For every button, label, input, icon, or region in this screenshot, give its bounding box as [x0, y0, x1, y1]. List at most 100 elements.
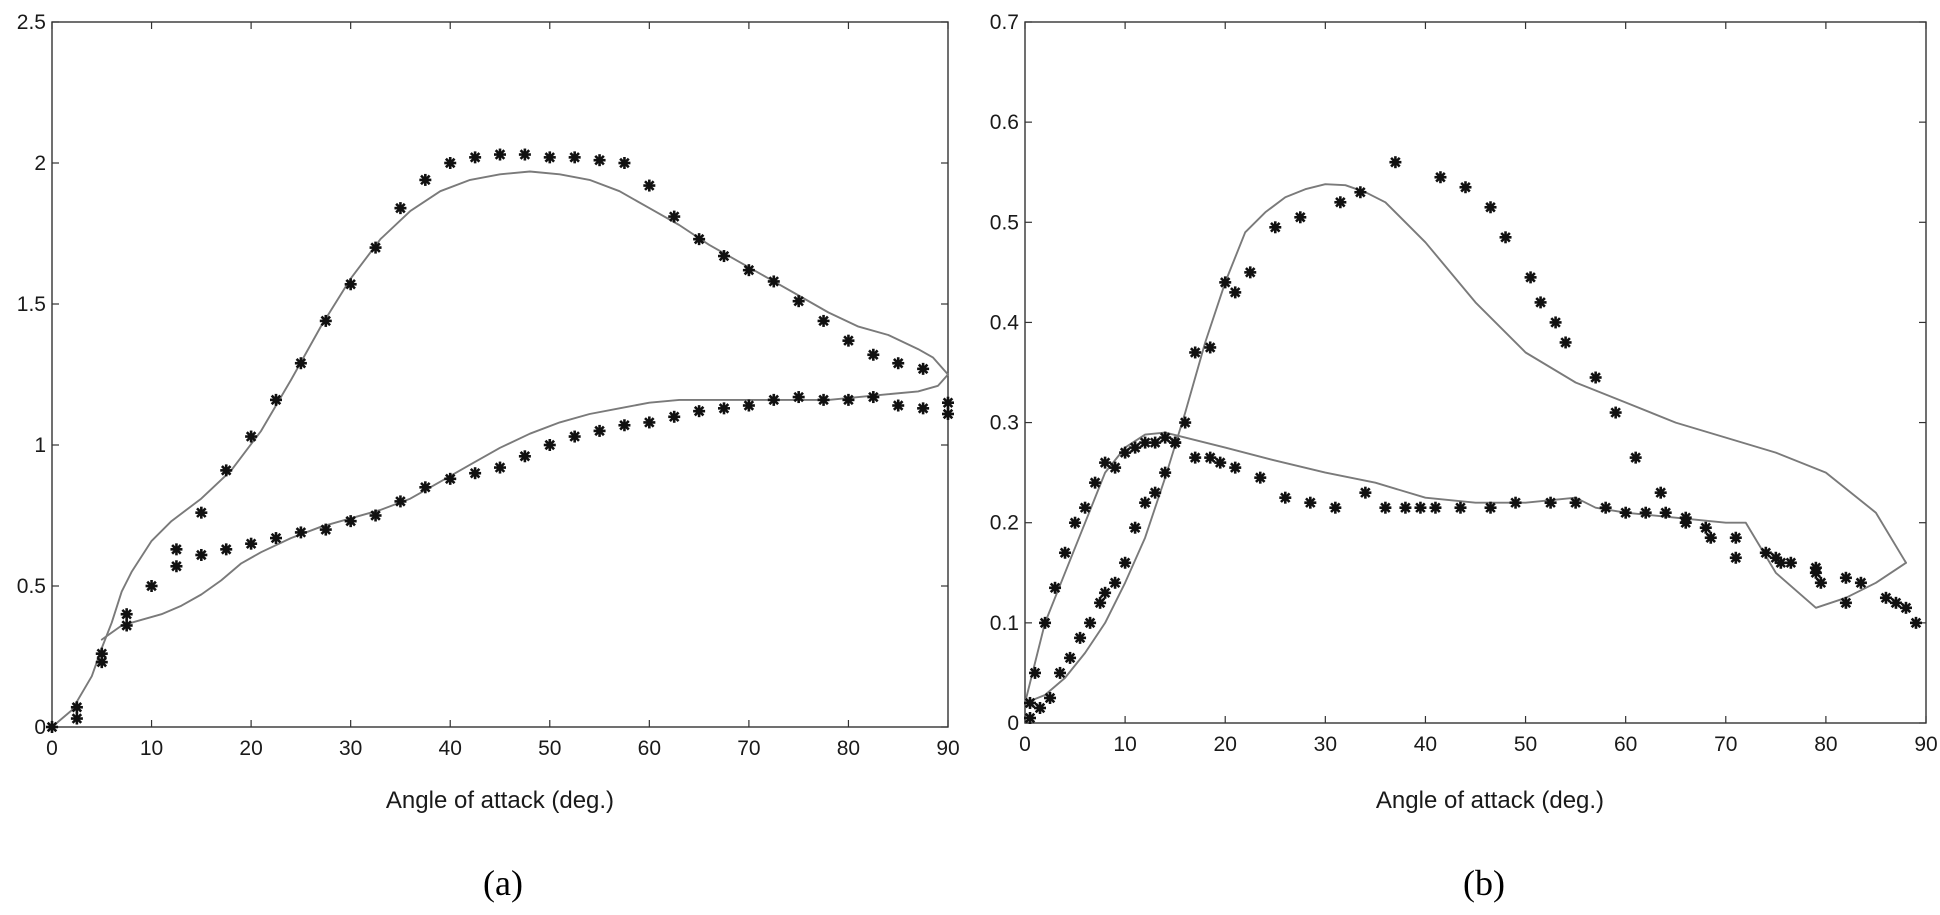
data-point-marker	[817, 393, 830, 406]
data-point-marker	[394, 202, 407, 215]
y-tick-label: 0.2	[990, 512, 1019, 535]
data-point-marker	[1189, 346, 1202, 359]
data-point-marker	[1149, 486, 1162, 499]
model-curve-a-3	[100, 373, 949, 641]
data-point-marker	[1814, 576, 1827, 589]
data-point-marker	[1279, 491, 1292, 504]
data-point-marker	[1699, 521, 1712, 534]
data-point-marker	[1119, 446, 1132, 459]
data-point-marker	[693, 233, 706, 246]
data-point-marker	[518, 148, 531, 161]
x-axis-label-a: Angle of attack (deg.)	[386, 787, 614, 814]
data-point-marker	[767, 393, 780, 406]
x-tick-label: 20	[1214, 733, 1237, 756]
x-tick-label: 50	[538, 737, 561, 760]
data-point-marker	[1179, 416, 1192, 429]
data-point-marker	[319, 523, 332, 536]
data-point-marker	[518, 450, 531, 463]
data-point-marker	[1334, 196, 1347, 209]
data-point-marker	[892, 357, 905, 370]
data-point-marker	[1094, 596, 1107, 609]
data-point-marker	[1074, 631, 1087, 644]
data-point-marker	[643, 179, 656, 192]
data-point-marker	[917, 402, 930, 415]
data-point-marker	[1229, 286, 1242, 299]
data-point-marker	[1354, 186, 1367, 199]
data-point-marker	[543, 151, 556, 164]
data-point-marker	[942, 396, 954, 409]
data-point-marker	[1854, 576, 1867, 589]
data-point-marker	[718, 402, 730, 415]
data-point-marker	[618, 419, 631, 432]
data-point-marker	[1609, 406, 1622, 419]
data-point-marker	[1679, 511, 1692, 524]
x-tick-label: 60	[1614, 733, 1637, 756]
data-point-marker	[1839, 596, 1852, 609]
data-point-marker	[1879, 591, 1892, 604]
data-point-marker	[1254, 471, 1267, 484]
data-point-marker	[1294, 211, 1307, 224]
data-point-marker	[1214, 456, 1227, 469]
data-point-marker	[1024, 696, 1037, 709]
data-point-marker	[494, 148, 506, 161]
data-point-marker	[817, 314, 830, 327]
data-point-marker	[792, 295, 805, 308]
data-point-marker	[494, 461, 506, 474]
data-point-marker	[1044, 691, 1057, 704]
data-point-marker	[867, 391, 880, 404]
y-tick-label: 1.5	[17, 293, 46, 316]
data-point-marker	[1414, 501, 1427, 514]
data-point-marker	[842, 334, 855, 347]
data-point-marker	[1484, 201, 1497, 214]
data-point-marker	[1379, 501, 1392, 514]
x-tick-label: 20	[239, 737, 262, 760]
data-point-marker	[245, 537, 258, 550]
data-point-marker	[568, 151, 581, 164]
data-point-marker	[1839, 571, 1852, 584]
data-point-marker	[469, 467, 482, 480]
data-point-marker	[917, 362, 930, 375]
data-point-marker	[120, 619, 133, 632]
data-point-marker	[1769, 551, 1782, 564]
data-point-marker	[1654, 486, 1667, 499]
data-point-marker	[718, 250, 730, 263]
panel-caption-a: (a)	[483, 863, 523, 903]
data-point-marker	[1129, 441, 1142, 454]
data-point-marker	[469, 151, 482, 164]
data-point-marker	[1244, 266, 1257, 279]
y-tick-label: 0.5	[990, 211, 1019, 234]
data-point-marker	[220, 543, 233, 556]
panel-caption-b: (b)	[1463, 863, 1505, 903]
x-tick-label: 80	[1814, 733, 1837, 756]
x-tick-label: 40	[1414, 733, 1437, 756]
x-axis-label-b: Angle of attack (deg.)	[1376, 787, 1604, 814]
data-point-marker	[270, 393, 282, 406]
data-point-marker	[1509, 496, 1522, 509]
x-tick-label: 90	[936, 737, 959, 760]
data-point-marker	[444, 472, 457, 485]
data-point-marker	[46, 721, 58, 733]
data-point-marker	[1429, 501, 1442, 514]
data-point-marker	[1459, 181, 1472, 194]
data-point-marker	[1629, 451, 1642, 464]
data-point-marker	[1809, 561, 1822, 574]
data-point-marker	[1524, 271, 1537, 284]
model-curve-b-3	[1024, 431, 1907, 704]
chart-panel-b: 0 0.1 0.2 0.3 0.4 0.5 0.6 0.7 0 10 20 30 40 50 60 70 80…	[990, 11, 1938, 903]
x-axis-ticks-b: 0 10 20 30 40 50 60 70 80 90	[1019, 22, 1938, 756]
y-axis-ticks-a: 0 0.5 1 1.5 2 2.5	[17, 11, 948, 739]
plot-frame-b	[1024, 21, 1927, 724]
data-point-marker	[1899, 601, 1912, 614]
data-point-marker	[145, 580, 158, 592]
data-point-marker	[1039, 616, 1052, 629]
data-point-marker	[1534, 296, 1547, 309]
data-point-marker	[1639, 506, 1652, 519]
data-point-marker	[1544, 496, 1557, 509]
data-point-marker	[344, 515, 357, 528]
data-point-marker	[1059, 546, 1072, 559]
data-point-marker	[1784, 556, 1797, 569]
plot-frame-a	[51, 21, 949, 728]
data-point-marker	[543, 439, 556, 451]
data-point-marker	[1119, 556, 1132, 569]
